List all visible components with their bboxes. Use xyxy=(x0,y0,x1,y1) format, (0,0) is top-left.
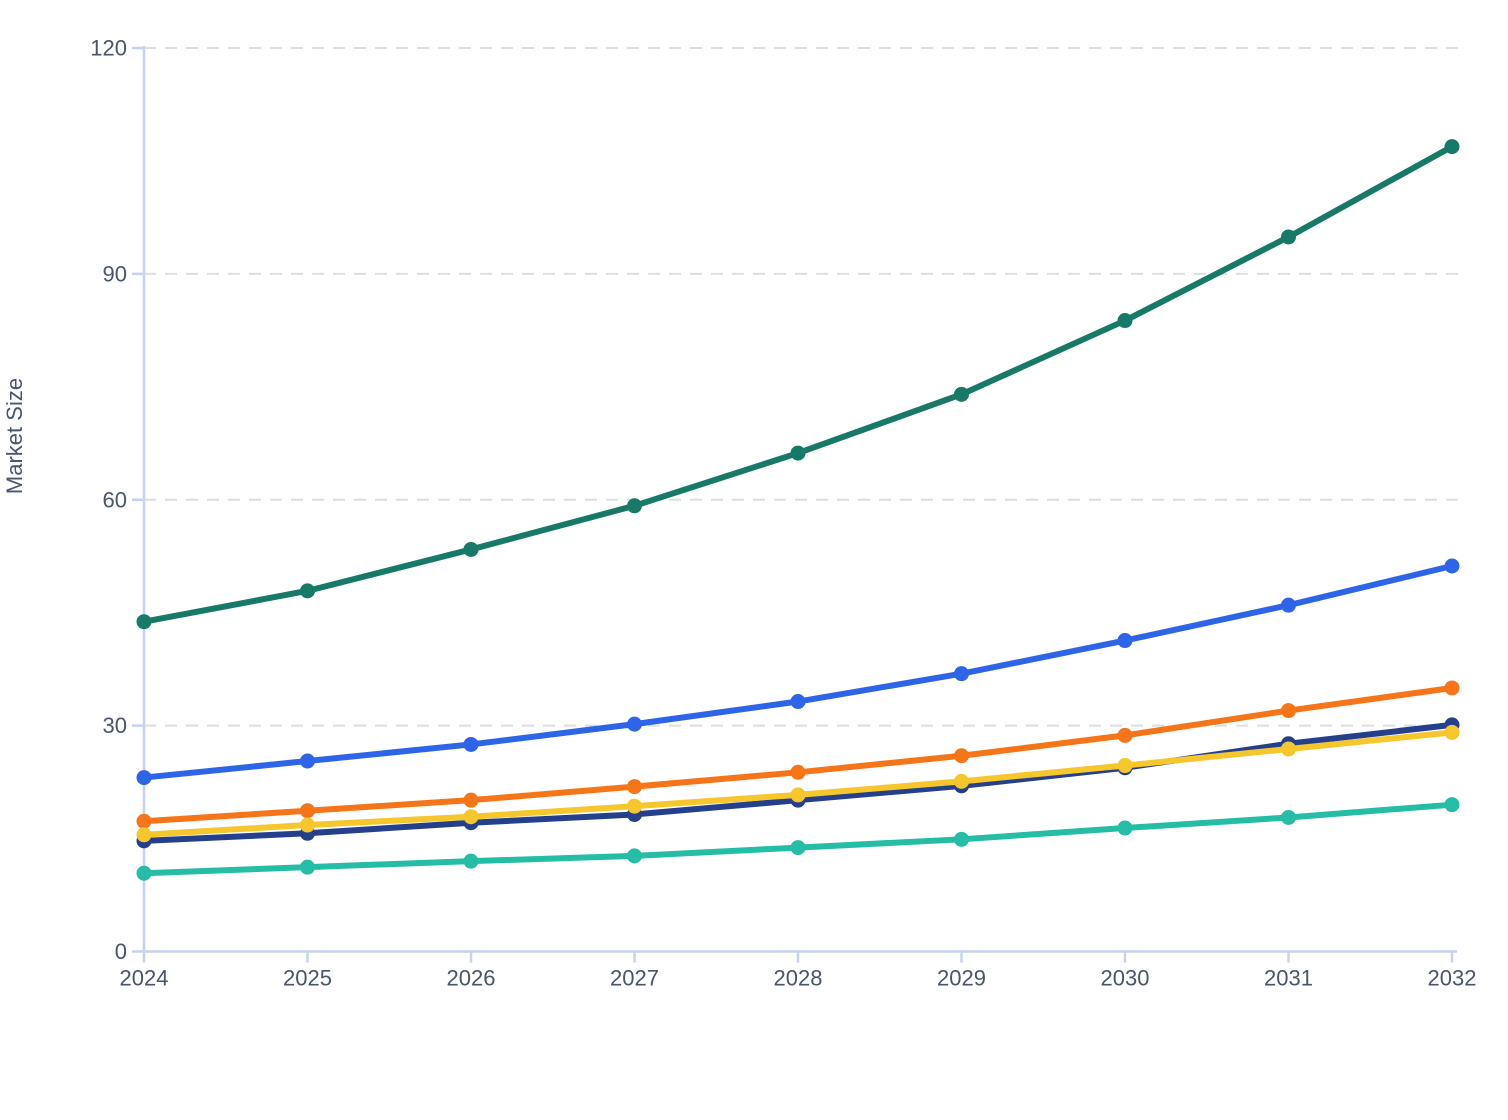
point-series-6-teal xyxy=(136,865,152,881)
y-axis-title: Market Size xyxy=(2,378,27,494)
point-series-3-orange xyxy=(463,792,479,808)
point-series-1-dark-green xyxy=(1444,139,1460,155)
point-series-1-dark-green xyxy=(300,583,315,599)
x-tick-label: 2029 xyxy=(937,966,986,991)
point-series-5-yellow xyxy=(136,827,152,843)
point-series-3-orange xyxy=(136,813,152,829)
point-series-2-blue xyxy=(463,736,479,752)
y-tick-label: 60 xyxy=(103,487,127,512)
x-tick-label: 2027 xyxy=(610,966,659,991)
point-series-2-blue xyxy=(136,770,152,786)
point-series-5-yellow xyxy=(1117,758,1133,774)
point-series-1-dark-green xyxy=(1281,229,1296,245)
point-series-2-blue xyxy=(1117,633,1133,649)
x-tick-label: 2025 xyxy=(283,966,332,991)
x-tick-label: 2028 xyxy=(774,966,823,991)
point-series-6-teal xyxy=(627,848,642,864)
point-series-3-orange xyxy=(627,779,642,795)
point-series-5-yellow xyxy=(1281,741,1296,757)
point-series-6-teal xyxy=(1444,797,1460,813)
point-series-5-yellow xyxy=(954,773,969,789)
x-tick-label: 2024 xyxy=(120,966,169,991)
point-series-2-blue xyxy=(1281,597,1296,613)
point-series-2-blue xyxy=(627,716,642,732)
x-tick-label: 2032 xyxy=(1428,966,1477,991)
point-series-1-dark-green xyxy=(790,445,806,461)
line-series-6-teal xyxy=(141,801,1455,877)
x-tick-label: 2026 xyxy=(447,966,496,991)
point-series-1-dark-green xyxy=(136,614,152,630)
point-series-1-dark-green xyxy=(463,541,479,557)
point-series-2-blue xyxy=(1444,558,1460,574)
point-series-1-dark-green xyxy=(627,498,642,514)
point-series-6-teal xyxy=(1281,809,1296,825)
point-series-1-dark-green xyxy=(1117,313,1133,329)
point-series-6-teal xyxy=(463,853,479,869)
y-tick-label: 30 xyxy=(103,713,127,738)
x-tick-label: 2030 xyxy=(1101,966,1150,991)
point-series-6-teal xyxy=(954,831,969,847)
point-series-5-yellow xyxy=(627,798,642,814)
point-series-5-yellow xyxy=(300,817,315,833)
y-tick-label: 90 xyxy=(103,261,127,286)
point-series-5-yellow xyxy=(463,809,479,825)
point-series-2-blue xyxy=(954,666,969,682)
x-tick-label: 2031 xyxy=(1264,966,1313,991)
point-series-3-orange xyxy=(954,748,969,764)
point-series-2-blue xyxy=(790,694,806,710)
point-series-3-orange xyxy=(300,803,315,819)
point-series-6-teal xyxy=(790,840,806,856)
point-series-6-teal xyxy=(1117,820,1133,836)
point-series-3-orange xyxy=(790,764,806,780)
point-series-3-orange xyxy=(1117,727,1133,743)
point-series-5-yellow xyxy=(1444,724,1460,740)
y-tick-label: 0 xyxy=(115,939,127,964)
point-series-6-teal xyxy=(300,859,315,875)
point-series-1-dark-green xyxy=(954,386,969,402)
point-series-3-orange xyxy=(1281,703,1296,719)
y-tick-label: 120 xyxy=(90,36,127,61)
point-series-2-blue xyxy=(300,753,315,769)
point-series-5-yellow xyxy=(790,787,806,803)
point-series-3-orange xyxy=(1444,680,1460,696)
line-series-1-dark-green xyxy=(141,143,1455,625)
